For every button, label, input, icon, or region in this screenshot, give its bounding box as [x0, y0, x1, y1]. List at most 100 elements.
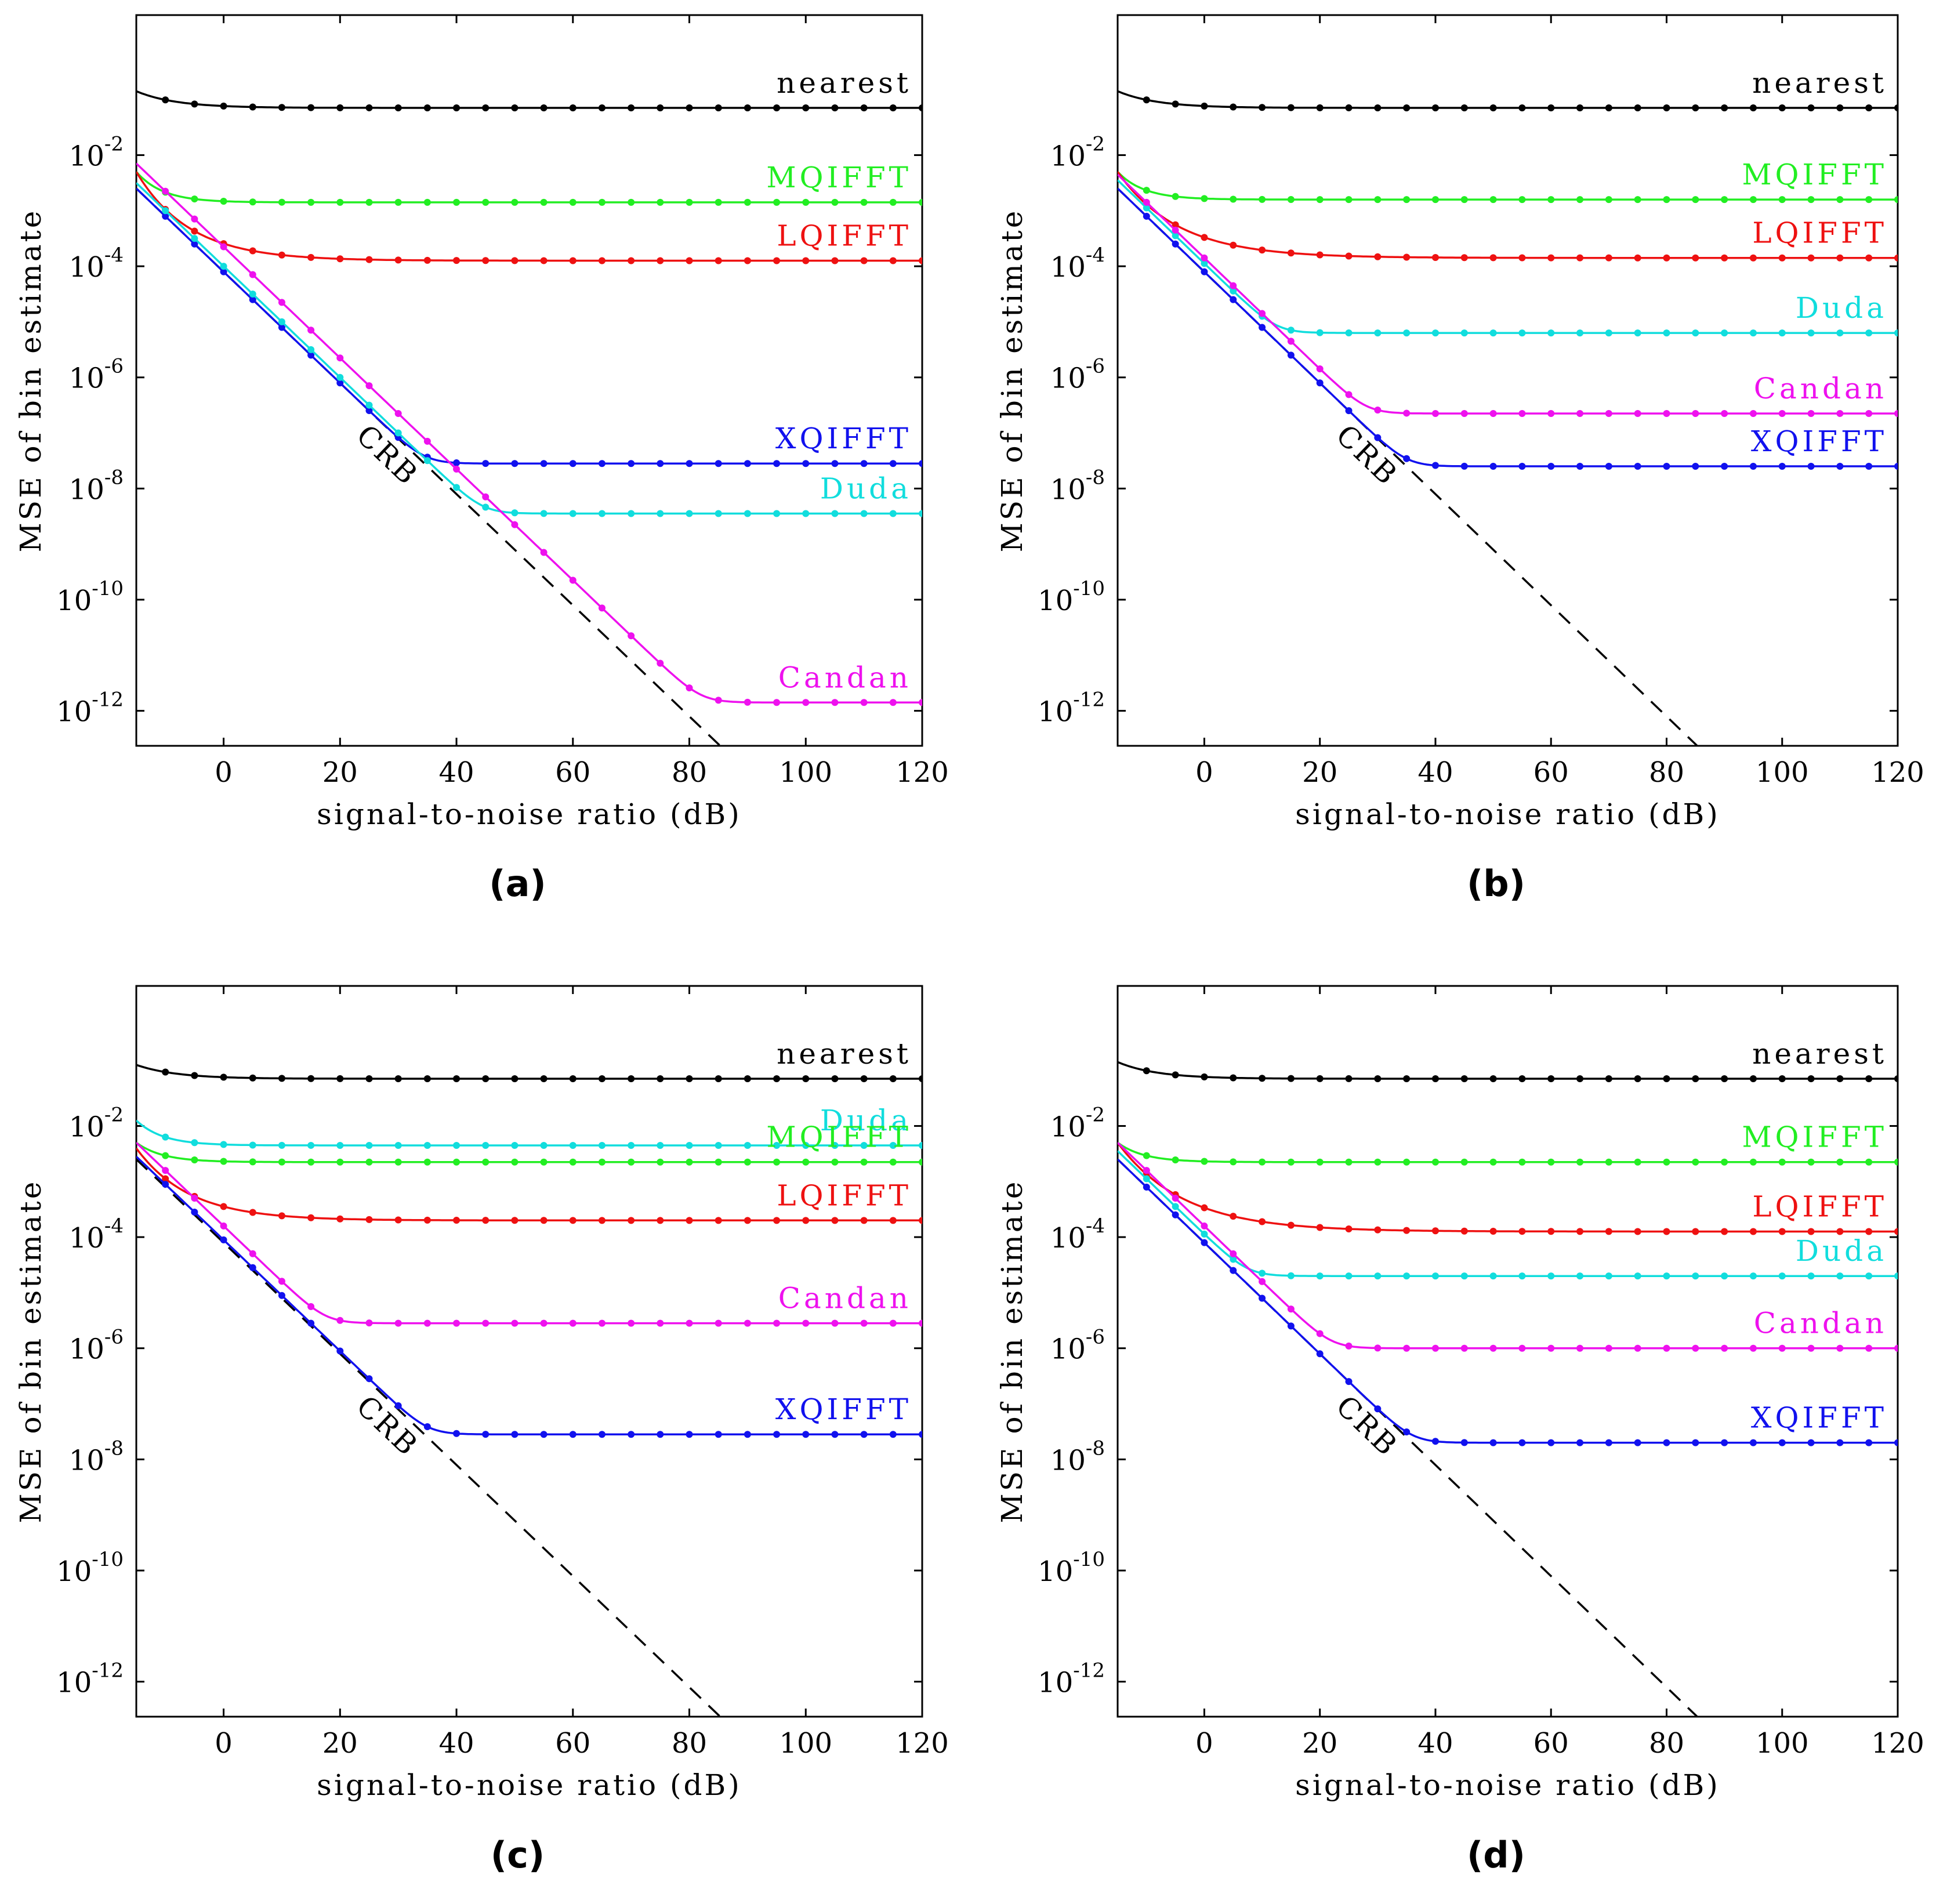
data-point — [453, 465, 461, 473]
data-point — [394, 1141, 402, 1149]
data-point — [1201, 1239, 1208, 1246]
data-point — [1778, 1344, 1786, 1352]
data-point — [802, 510, 810, 517]
data-point — [1749, 196, 1757, 204]
data-point — [1605, 1228, 1612, 1235]
data-point — [1634, 1075, 1641, 1083]
x-tick-label: 40 — [1417, 756, 1453, 789]
data-point — [1374, 407, 1382, 414]
data-point — [1807, 1439, 1815, 1446]
data-point — [1663, 463, 1670, 470]
data-point — [1518, 463, 1526, 470]
data-point — [336, 373, 344, 381]
data-point — [191, 1156, 198, 1164]
data-point — [423, 104, 431, 111]
data-point — [1605, 1344, 1612, 1352]
data-point — [511, 104, 519, 112]
data-point — [423, 1319, 431, 1327]
data-point — [1518, 410, 1526, 418]
data-point — [1460, 1439, 1468, 1446]
data-point — [1374, 1272, 1382, 1280]
plot-area — [136, 90, 922, 746]
data-point — [511, 1158, 519, 1166]
data-point — [657, 1075, 664, 1083]
data-point — [715, 104, 722, 112]
data-point — [1749, 1158, 1757, 1166]
data-point — [1894, 463, 1898, 470]
data-point — [220, 102, 227, 110]
data-point — [482, 198, 490, 206]
data-point — [336, 1317, 344, 1324]
data-point — [1518, 1344, 1526, 1352]
data-point — [1894, 1158, 1898, 1166]
data-point — [162, 207, 169, 215]
data-point — [365, 382, 373, 390]
y-tick-label: 10-10 — [1038, 577, 1105, 617]
data-point — [423, 1423, 431, 1430]
data-point — [773, 257, 781, 264]
data-point — [860, 257, 868, 264]
data-point — [249, 1209, 256, 1216]
data-point — [1547, 1439, 1555, 1446]
data-point — [1547, 1075, 1555, 1083]
x-axis-label: signal-to-noise ratio (dB) — [1295, 1768, 1720, 1802]
data-point — [715, 1217, 722, 1224]
data-point — [1460, 104, 1468, 112]
data-point — [1316, 1158, 1324, 1166]
series-label: Candan — [1754, 1307, 1887, 1340]
data-point — [1143, 204, 1150, 212]
data-point — [773, 699, 781, 706]
data-point — [453, 257, 461, 264]
panel-c: 0 20 40 60 80 100 120 10-2 10-4 10-6 10-8 10-10 10-1… — [14, 985, 949, 1876]
data-point — [278, 1158, 285, 1166]
data-point — [744, 104, 751, 112]
data-point — [1721, 254, 1728, 262]
data-point — [249, 1074, 256, 1082]
y-tick-label: 10-8 — [69, 1437, 124, 1477]
series-label: XQIFFT — [775, 1392, 912, 1426]
data-point — [511, 257, 519, 264]
data-point — [744, 1217, 751, 1224]
data-point — [569, 1319, 577, 1327]
data-point — [831, 1319, 839, 1327]
data-point — [511, 1319, 519, 1327]
data-point — [744, 460, 751, 467]
series-label: Duda — [1796, 291, 1887, 325]
data-point — [773, 460, 781, 467]
data-point — [1692, 463, 1699, 470]
data-point — [1605, 1439, 1612, 1446]
data-point — [1836, 463, 1844, 470]
data-point — [1749, 1272, 1757, 1280]
data-point — [278, 1212, 285, 1220]
data-point — [1431, 409, 1439, 417]
data-point — [278, 251, 285, 259]
data-point — [278, 299, 285, 306]
data-point — [1836, 1075, 1844, 1083]
data-point — [889, 1431, 897, 1438]
data-point — [1605, 104, 1612, 112]
data-point — [569, 510, 577, 517]
data-point — [1431, 1272, 1439, 1280]
data-point — [307, 1158, 315, 1166]
data-point — [1316, 1330, 1324, 1337]
data-point — [1692, 254, 1699, 262]
data-point — [1172, 1203, 1179, 1210]
data-point — [1721, 1228, 1728, 1235]
data-point — [249, 1264, 256, 1271]
data-point — [1172, 226, 1179, 234]
data-point — [860, 1158, 868, 1166]
data-point — [1287, 249, 1295, 257]
y-tick-label: 10-8 — [1050, 1437, 1105, 1477]
data-point — [715, 1319, 722, 1327]
data-point — [482, 104, 490, 112]
x-tick-label: 100 — [1756, 756, 1809, 789]
data-point — [1576, 1228, 1584, 1235]
data-point — [1518, 254, 1526, 262]
data-point — [860, 1141, 868, 1149]
data-point — [423, 198, 431, 206]
data-point — [715, 1431, 722, 1438]
y-tick-label: 10-12 — [56, 688, 124, 728]
data-point — [628, 510, 635, 517]
data-point — [1230, 282, 1237, 289]
